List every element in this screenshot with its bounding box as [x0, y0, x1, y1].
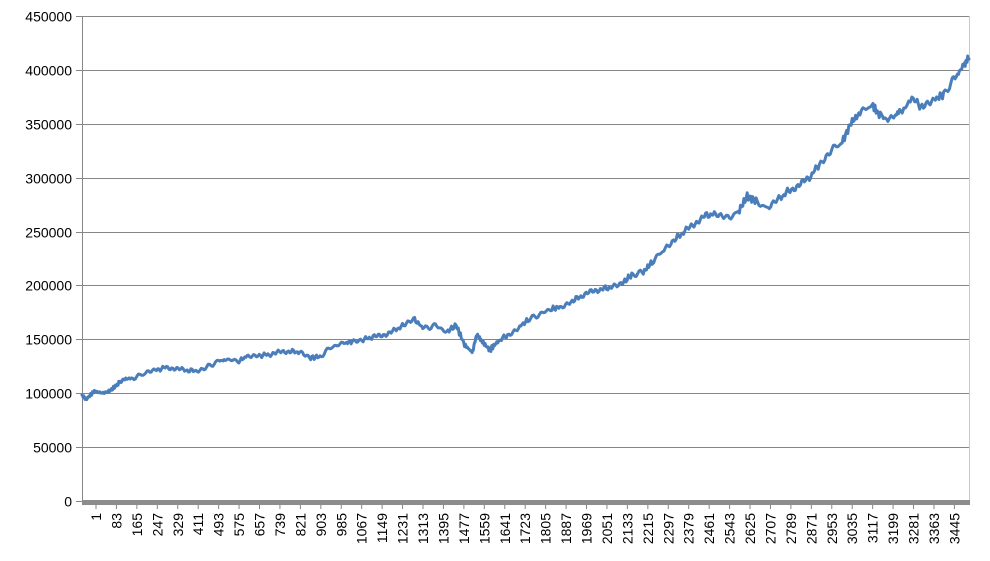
x-tick-label: 3035 [844, 513, 860, 544]
x-tick-label: 2953 [824, 513, 840, 544]
x-tick-label: 1805 [538, 513, 554, 544]
x-tick-label: 2543 [722, 513, 738, 544]
x-tick-label: 2707 [762, 513, 778, 544]
x-tick-label: 1313 [415, 513, 431, 544]
y-tick-label: 0 [64, 494, 72, 510]
x-tick-label: 1231 [395, 513, 411, 544]
x-tick-label: 2215 [640, 513, 656, 544]
x-tick-label: 329 [170, 513, 186, 537]
x-tick-label: 1477 [456, 513, 472, 544]
y-tick-label: 100000 [25, 386, 72, 402]
gridlines [82, 16, 970, 501]
y-tick-label: 450000 [25, 9, 72, 25]
series-line [80, 54, 971, 402]
x-tick-label: 2461 [701, 513, 717, 544]
x-tick-label: 1723 [517, 513, 533, 544]
x-tick-label: 575 [231, 513, 247, 537]
x-tick-label: 3281 [906, 513, 922, 544]
y-tick-label: 300000 [25, 171, 72, 187]
x-tick-label: 83 [108, 513, 124, 529]
x-tick-label: 1559 [476, 513, 492, 544]
x-tick-label: 903 [313, 513, 329, 537]
x-tick-label: 657 [252, 513, 268, 537]
x-tick-label: 2625 [742, 513, 758, 544]
x-tick-label: 1067 [354, 513, 370, 544]
x-tick-label: 3363 [926, 513, 942, 544]
x-tick-label: 411 [190, 513, 206, 536]
x-tick-label: 3445 [946, 513, 962, 544]
x-tick-label: 1 [88, 513, 104, 521]
y-tick-label: 50000 [33, 440, 72, 456]
x-tick-label: 821 [292, 513, 308, 537]
x-tick-label: 985 [333, 513, 349, 537]
x-tick-label: 2789 [783, 513, 799, 544]
x-tick-label: 2871 [803, 513, 819, 544]
x-tick-label: 3199 [885, 513, 901, 544]
y-axis: 0 50000 100000 150000 200000 250000 300000 3500… [25, 9, 83, 510]
y-tick-label: 150000 [25, 332, 72, 348]
x-tick-label: 1149 [374, 513, 390, 543]
x-tick-label: 493 [211, 513, 227, 537]
y-tick-label: 350000 [25, 117, 72, 133]
x-tick-label: 2379 [681, 513, 697, 544]
x-tick-label: 1641 [497, 513, 513, 544]
x-tick-label: 247 [149, 513, 165, 537]
x-tick-label: 2297 [660, 513, 676, 544]
series-layer [80, 54, 971, 402]
x-axis: 1 83 165 247 329 411 493 575 657 739 821 903 985 1067… [82, 500, 970, 544]
x-tick-label: 3117 [865, 513, 881, 543]
x-tick-label: 2051 [599, 513, 615, 544]
x-tick-label: 165 [129, 513, 145, 537]
y-tick-label: 250000 [25, 225, 72, 241]
x-tick-label: 1969 [579, 513, 595, 544]
y-tick-label: 200000 [25, 278, 72, 294]
x-axis-band [82, 500, 970, 505]
x-tick-label: 739 [272, 513, 288, 537]
x-tick-label: 2133 [619, 513, 635, 544]
x-tick-label: 1887 [558, 513, 574, 544]
y-tick-label: 400000 [25, 63, 72, 79]
x-tick-label: 1395 [435, 513, 451, 544]
